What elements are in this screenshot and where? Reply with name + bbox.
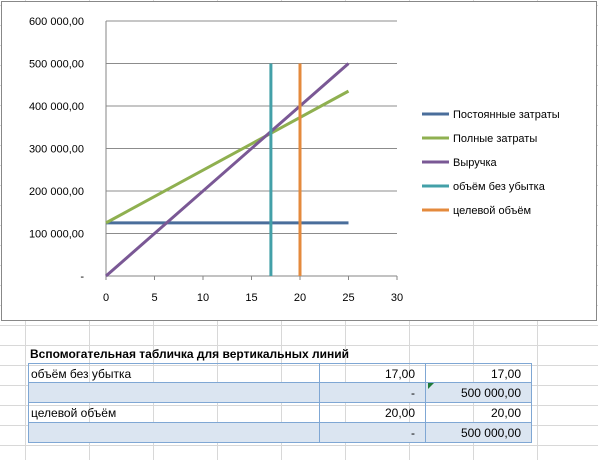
table-title: Вспомогательная табличка для вертикальны…: [30, 347, 350, 361]
x-tick-label: 30: [391, 292, 403, 304]
table-cell[interactable]: 500 000,00: [426, 383, 532, 403]
table-cell[interactable]: 17,00: [426, 363, 532, 383]
y-tick-label: 600 000,00: [29, 16, 84, 28]
x-tick-label: 25: [342, 292, 354, 304]
y-tick-label: 500 000,00: [29, 59, 84, 71]
table-cell[interactable]: [28, 383, 320, 403]
legend-label: Постоянные затраты: [453, 109, 560, 121]
table-row: целевой объём 20,00 20,00: [28, 403, 532, 423]
legend-label: объём без убытка: [453, 181, 546, 193]
formula-error-marker: [428, 383, 434, 389]
table-row: - 500 000,00: [28, 383, 532, 403]
table-cell[interactable]: 500 000,00: [426, 423, 532, 443]
x-tick-label: 20: [294, 292, 306, 304]
x-tick-label: 10: [197, 292, 209, 304]
table-cell[interactable]: [28, 423, 320, 443]
x-tick-label: 5: [151, 292, 157, 304]
table-cell[interactable]: -: [320, 383, 426, 403]
table-row: - 500 000,00: [28, 423, 532, 443]
y-tick-label: 100 000,00: [29, 229, 84, 241]
series-line-2: [105, 62, 350, 278]
table-cell[interactable]: объём без убытка: [28, 363, 320, 383]
y-tick-label: 200 000,00: [29, 186, 84, 198]
table-cell[interactable]: 20,00: [320, 403, 426, 423]
table-cell[interactable]: -: [320, 423, 426, 443]
x-tick-label: 15: [245, 292, 257, 304]
x-tick-label: 0: [103, 292, 109, 304]
y-tick-label: 300 000,00: [29, 144, 84, 156]
legend-label: Полные затраты: [453, 133, 537, 145]
legend-label: целевой объём: [453, 205, 531, 217]
y-tick-label: 400 000,00: [29, 101, 84, 113]
table-row: объём без убытка 17,00 17,00: [28, 363, 532, 383]
legend-label: Выручка: [453, 157, 498, 169]
chart-svg: - 100 000,00 200 000,00 300 000,00 400 000,0…: [29, 16, 560, 304]
series-line-1: [105, 89, 350, 225]
table-cell[interactable]: 17,00: [320, 363, 426, 383]
y-tick-label: -: [80, 271, 84, 283]
table-cell[interactable]: 20,00: [426, 403, 532, 423]
table-cell[interactable]: целевой объём: [28, 403, 320, 423]
